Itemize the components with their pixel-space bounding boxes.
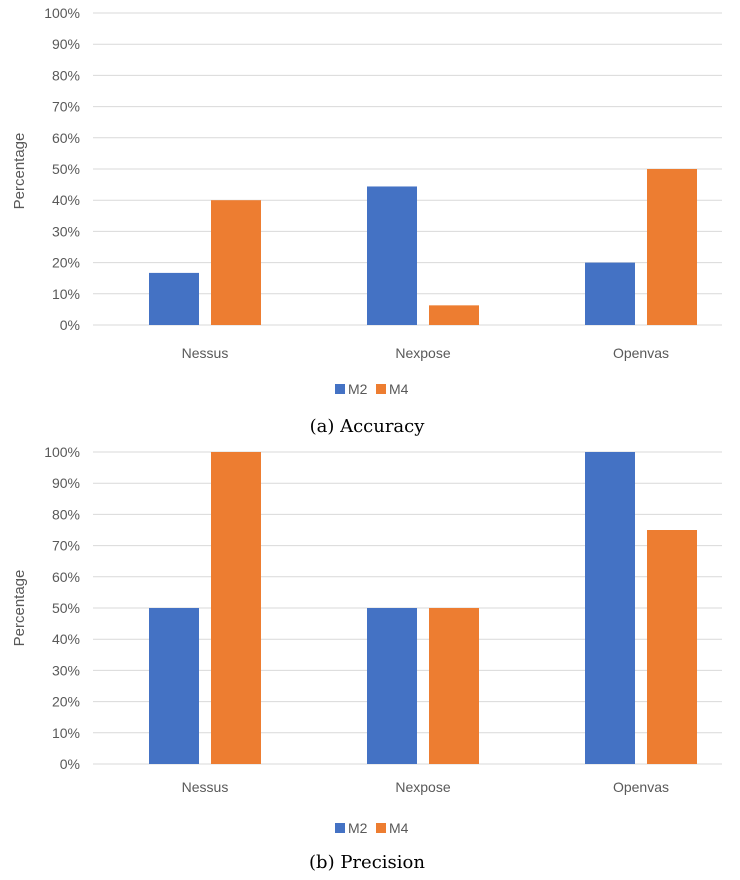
- bar-m2-nessus: [149, 608, 199, 764]
- y-tick-labels: 0% 10% 20% 30% 40% 50% 60% 70% 80% 90% 100%: [44, 444, 80, 772]
- bar-m4-nessus: [211, 200, 261, 325]
- y-tick-label: 40%: [52, 192, 80, 208]
- chart-accuracy: 0% 10% 20% 30% 40% 50% 60% 70% 80% 90% 100% Percen…: [11, 5, 722, 437]
- y-tick-label: 60%: [52, 569, 80, 585]
- bar-m4-nexpose: [429, 608, 479, 764]
- y-tick-label: 40%: [52, 631, 80, 647]
- x-tick-labels: Nessus Nexpose Openvas: [182, 345, 669, 361]
- x-tick-label: Openvas: [613, 345, 669, 361]
- bar-m2-openvas: [585, 262, 635, 325]
- y-tick-label: 100%: [44, 444, 80, 460]
- y-tick-label: 70%: [52, 99, 80, 115]
- x-tick-labels: Nessus Nexpose Openvas: [182, 779, 669, 795]
- y-tick-label: 50%: [52, 600, 80, 616]
- bars: [149, 169, 697, 325]
- y-tick-label: 0%: [60, 756, 80, 772]
- y-axis-label: Percentage: [11, 570, 28, 647]
- legend-swatch-m2: [335, 384, 345, 394]
- y-tick-label: 10%: [52, 286, 80, 302]
- y-tick-label: 30%: [52, 223, 80, 239]
- chart-precision: 0% 10% 20% 30% 40% 50% 60% 70% 80% 90% 100% Percen…: [11, 444, 722, 873]
- legend-label-m4: M4: [389, 381, 409, 397]
- bar-m2-nexpose: [367, 186, 417, 325]
- y-tick-label: 80%: [52, 506, 80, 522]
- bar-m4-openvas: [647, 169, 697, 325]
- y-axis-label: Percentage: [11, 133, 28, 210]
- bar-m4-nexpose: [429, 305, 479, 325]
- y-tick-labels: 0% 10% 20% 30% 40% 50% 60% 70% 80% 90% 100%: [44, 5, 80, 333]
- legend-swatch-m4: [376, 823, 386, 833]
- y-tick-label: 10%: [52, 725, 80, 741]
- bar-m2-nessus: [149, 272, 199, 325]
- y-tick-label: 90%: [52, 36, 80, 52]
- y-tick-label: 80%: [52, 67, 80, 83]
- y-tick-label: 100%: [44, 5, 80, 21]
- legend: M2 M4: [335, 820, 409, 836]
- y-tick-label: 70%: [52, 538, 80, 554]
- legend-label-m4: M4: [389, 820, 409, 836]
- y-tick-label: 60%: [52, 130, 80, 146]
- bar-m4-openvas: [647, 530, 697, 764]
- x-tick-label: Openvas: [613, 779, 669, 795]
- y-tick-label: 20%: [52, 694, 80, 710]
- bars: [149, 452, 697, 764]
- bar-m4-nessus: [211, 452, 261, 764]
- legend-swatch-m4: [376, 384, 386, 394]
- x-tick-label: Nexpose: [395, 779, 450, 795]
- chart-caption: (a) Accuracy: [310, 416, 426, 437]
- legend: M2 M4: [335, 381, 409, 397]
- bar-m2-nexpose: [367, 608, 417, 764]
- legend-label-m2: M2: [348, 381, 368, 397]
- y-tick-label: 20%: [52, 255, 80, 271]
- bar-m2-openvas: [585, 452, 635, 764]
- y-tick-label: 30%: [52, 662, 80, 678]
- legend-label-m2: M2: [348, 820, 368, 836]
- y-tick-label: 90%: [52, 475, 80, 491]
- x-tick-label: Nessus: [182, 779, 229, 795]
- y-tick-label: 0%: [60, 317, 80, 333]
- chart-caption: (b) Precision: [309, 852, 425, 873]
- legend-swatch-m2: [335, 823, 345, 833]
- x-tick-label: Nessus: [182, 345, 229, 361]
- y-tick-label: 50%: [52, 161, 80, 177]
- x-tick-label: Nexpose: [395, 345, 450, 361]
